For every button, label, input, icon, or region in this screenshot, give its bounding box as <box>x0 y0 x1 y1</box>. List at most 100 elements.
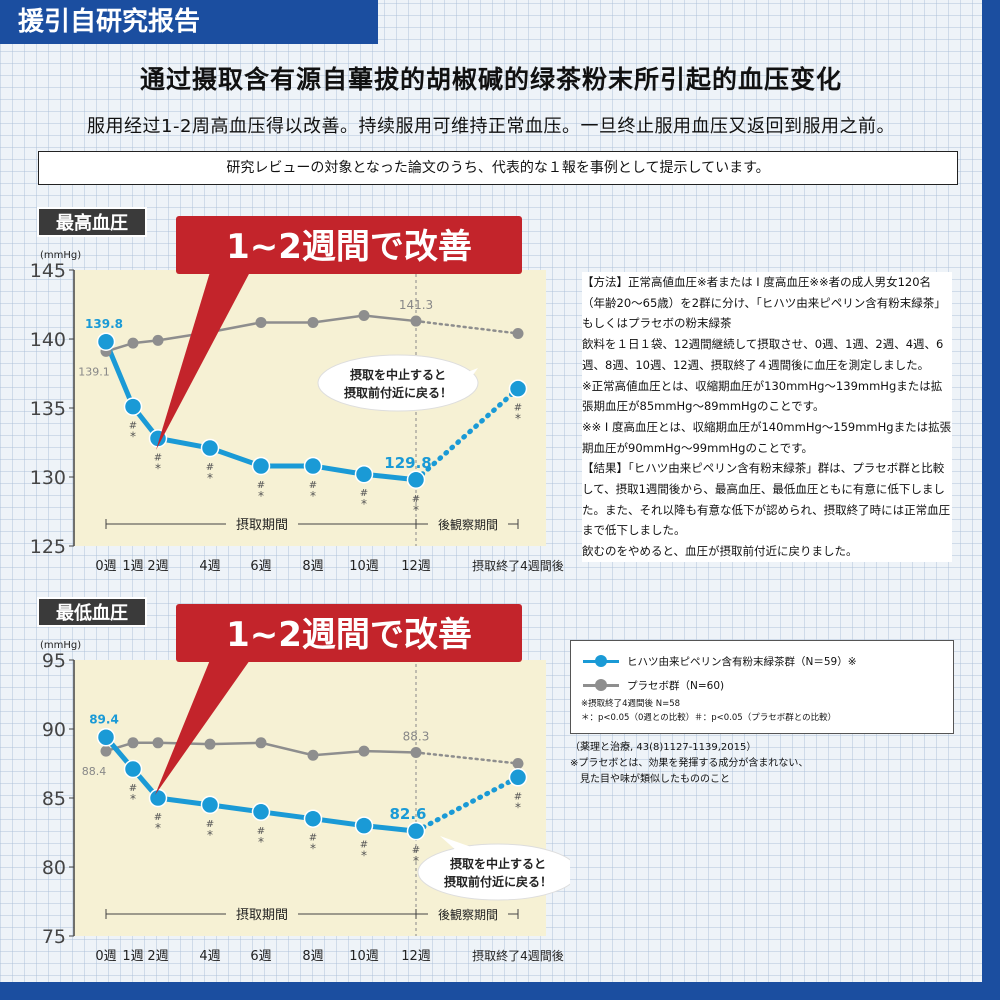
y-axis-unit: (mmHg) <box>40 640 81 651</box>
main-title: 通过摄取含有源自蓽拔的胡椒碱的绿茶粉末所引起的血压变化 <box>139 65 842 94</box>
y-tick-label: 135 <box>30 398 66 420</box>
treatment-point <box>508 379 528 398</box>
placebo-end-label: 88.3 <box>403 729 430 743</box>
stop-bubble-tail <box>460 368 478 390</box>
follow-period-bg <box>428 515 508 533</box>
treatment-point <box>200 438 220 458</box>
legend-label-placebo: プラセボ群（N=60) <box>627 679 725 692</box>
method-paragraph: 【方法】正常高値血圧※者または I 度高血圧※※者の成人男女120名（年齢20〜… <box>582 275 946 331</box>
placebo-point <box>358 745 370 757</box>
treatment-point <box>96 332 116 352</box>
x-tick-label: 摂取終了4週間後 <box>472 948 564 963</box>
significance-mark-star: * <box>361 849 367 863</box>
x-tick-label: 8週 <box>302 559 323 574</box>
bubble-line-1: 摂取を中止すると <box>450 856 546 871</box>
chart-title-box <box>37 597 147 627</box>
placebo-point <box>307 749 319 761</box>
follow-period-label: 後観察期間 <box>438 518 498 532</box>
significance-mark-hash: # <box>360 488 368 499</box>
chart-title: 最低血圧 <box>56 602 128 624</box>
method-results-text: 【方法】正常高値血圧※者または I 度高血圧※※者の成人男女120名（年齢20〜… <box>582 272 952 562</box>
right-frame-bar <box>982 0 1000 1000</box>
x-tick-label: 12週 <box>401 559 431 574</box>
y-tick-label: 125 <box>30 536 66 558</box>
follow-period-label: 後観察期間 <box>438 908 498 922</box>
placebo-point <box>204 738 216 750</box>
placebo-point <box>358 310 370 322</box>
treatment-point <box>354 816 374 835</box>
treatment-point <box>406 821 426 841</box>
follow-period-bg <box>428 905 508 923</box>
placebo-marker-icon <box>581 678 621 692</box>
systolic-chart: 最高血圧 (mmHg) 125 130 135 140 145 0週 1週 2週 4週 6週 8週 10週… <box>30 207 564 574</box>
x-tick-label: 10週 <box>349 559 379 574</box>
significance-mark-hash: # <box>257 826 265 837</box>
treatment-point <box>96 728 116 747</box>
placebo-point <box>127 337 139 349</box>
placebo-point <box>152 737 164 749</box>
treatment-marker-icon <box>581 654 621 668</box>
treatment-point <box>251 802 271 822</box>
legend-box: ヒハツ由来ピペリン含有粉末緑茶群（N＝59）※ プラセボ群（N=60) ※摂取終… <box>570 640 954 734</box>
callout-box <box>176 604 522 662</box>
bubble-line-2: 摂取前付近に戻る！ <box>444 874 552 889</box>
treatment-start-label: 139.8 <box>85 317 123 331</box>
placebo-point <box>100 745 112 757</box>
x-tick-label: 2週 <box>147 559 168 574</box>
placebo-point <box>255 316 267 328</box>
stop-bubble-tail <box>440 836 474 852</box>
treatment-point <box>354 464 374 484</box>
citation-reference: （薬理と治療, 43(8)1127-1139,2015） <box>570 742 757 753</box>
x-tick-label: 0週 <box>95 559 116 574</box>
significance-mark-star: * <box>258 835 264 849</box>
source-badge: 援引自研究报告 <box>0 0 378 44</box>
note-grade1: ※※ I 度高血圧とは、収縮期血圧が140mmHg〜159mmHgまたは拡張期血… <box>582 419 952 455</box>
bubble-line-2: 摂取前付近に戻る！ <box>344 385 452 400</box>
y-tick-label: 85 <box>42 788 66 810</box>
significance-mark-star: * <box>258 489 264 503</box>
significance-mark-hash: # <box>360 840 368 851</box>
significance-mark-hash: # <box>129 421 137 432</box>
intake-period-label: 摂取期間 <box>236 907 288 923</box>
x-tick-label: 1週 <box>122 949 143 964</box>
note-high-normal: ※正常高値血圧とは、収縮期血圧が130mmHg〜139mmHgまたは拡張期血圧が… <box>582 378 943 414</box>
placebo-end-label: 141.3 <box>399 298 433 312</box>
significance-mark-star: * <box>310 489 316 503</box>
significance-mark-star: * <box>515 800 521 814</box>
x-tick-label: 6週 <box>250 949 271 964</box>
treatment-point <box>251 456 271 476</box>
y-tick-label: 90 <box>42 719 66 741</box>
chart-title: 最高血圧 <box>56 212 128 234</box>
placebo-followup-line <box>414 319 520 335</box>
x-tick-label: 6週 <box>250 559 271 574</box>
significance-mark-hash: # <box>309 480 317 491</box>
significance-mark-star: * <box>155 461 161 475</box>
significance-mark-star: * <box>310 842 316 856</box>
y-tick-label: 80 <box>42 857 66 879</box>
legend-note-significance: ＊：p<0.05（0週との比較）＃：p<0.05（プラセボ群との比較） <box>581 713 837 723</box>
placebo-point <box>152 334 164 346</box>
callout-text: 1~2週間で改善 <box>226 615 472 655</box>
intake-period-label: 摂取期間 <box>236 517 288 533</box>
significance-mark-star: * <box>413 854 419 868</box>
significance-mark-star: * <box>155 821 161 835</box>
significance-mark-star: * <box>413 503 419 517</box>
x-tick-label: 摂取終了4週間後 <box>472 558 564 573</box>
intake-period-bg <box>226 515 298 533</box>
treatment-point <box>148 788 168 808</box>
treatment-point <box>200 795 220 815</box>
placebo-point <box>255 737 267 749</box>
treatment-point <box>123 759 143 779</box>
x-tick-label: 10週 <box>349 949 379 964</box>
x-tick-label: 2週 <box>147 949 168 964</box>
significance-mark-hash: # <box>257 480 265 491</box>
placebo-point <box>307 316 319 328</box>
significance-mark-hash: # <box>514 791 522 802</box>
placebo-start-label: 139.1 <box>78 365 110 378</box>
y-tick-label: 145 <box>30 260 66 282</box>
treatment-start-label: 89.4 <box>89 712 119 726</box>
significance-mark-star: * <box>130 430 136 444</box>
y-axis-unit: (mmHg) <box>40 250 81 261</box>
y-tick-label: 75 <box>42 926 66 948</box>
intake-period-bg <box>226 905 298 923</box>
